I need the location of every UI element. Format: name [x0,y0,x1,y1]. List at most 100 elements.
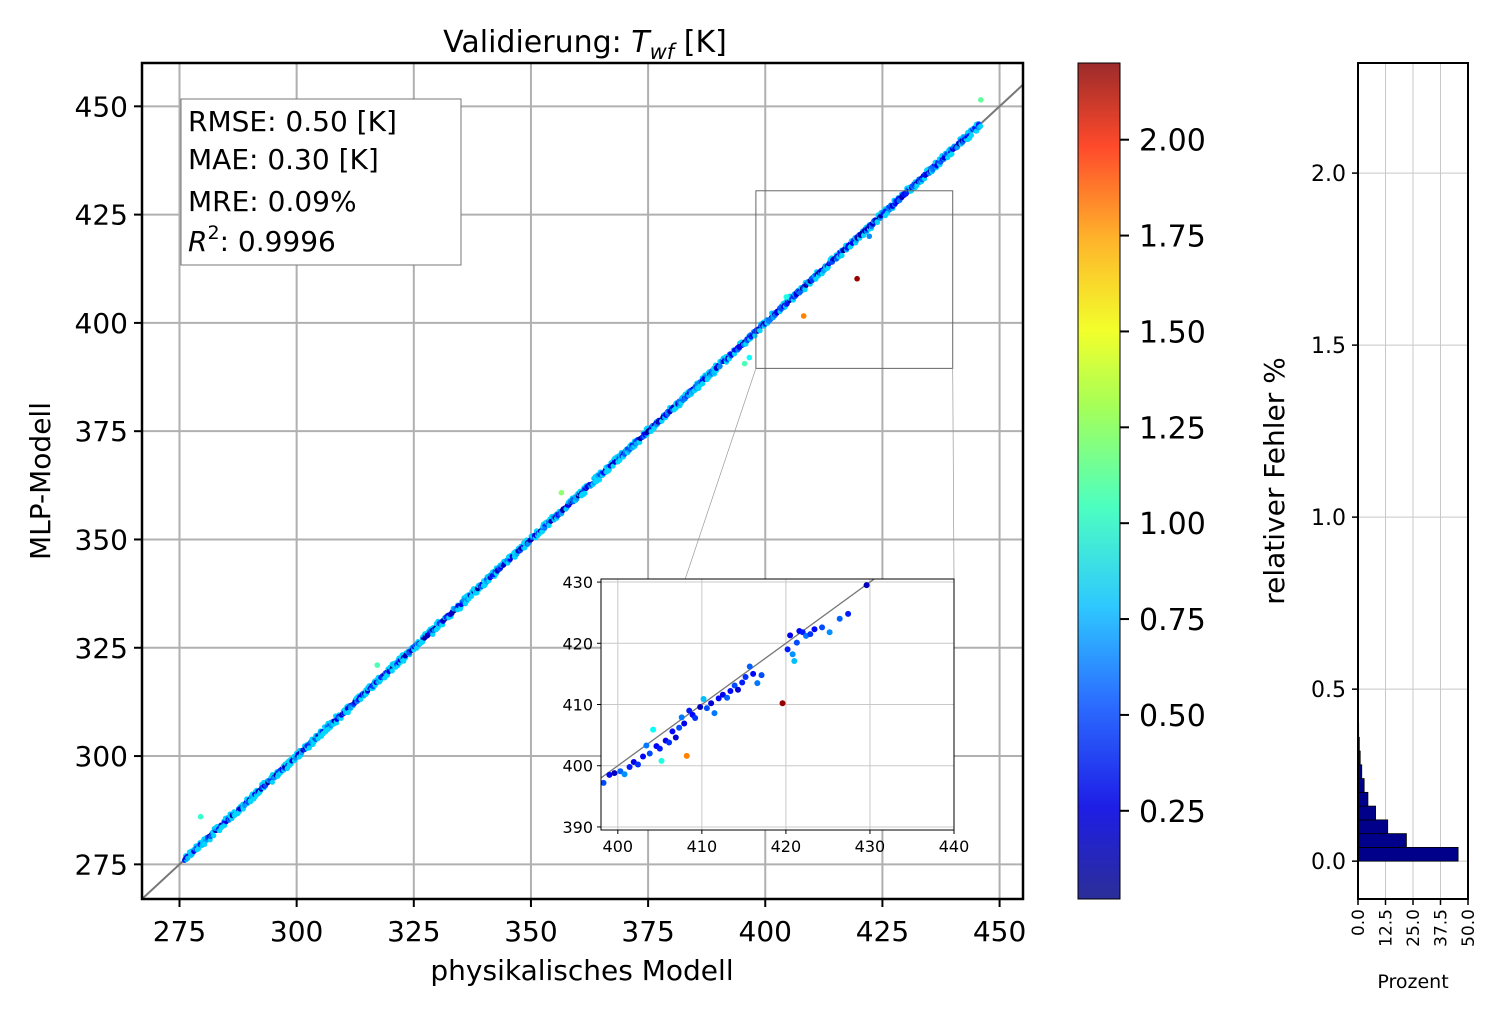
scatter-point [700,380,706,387]
inset-scatter-point [787,632,794,639]
inset-identity-line [601,579,876,779]
histogram-bar [1357,833,1407,848]
inset-scatter-point [789,651,796,658]
histogram-x-tick-label: 0.0 [1349,909,1369,936]
inset-grid [601,579,955,830]
scatter-point [596,477,603,483]
main-y-ticks: 275 300 325 350 375 400 425 450 [75,90,142,881]
inset-scatter-point [611,770,618,777]
histogram-x-tick-label: 12.5 [1377,909,1397,947]
outlier-point [197,813,204,820]
main-x-tick-label: 350 [504,915,557,948]
histogram-x-tick-label: 25.0 [1404,909,1424,947]
main-plot-frame [140,61,1025,901]
main-y-tick-label: 400 [75,307,128,340]
histogram-x-tick-label: 50.0 [1459,909,1479,947]
inset-scatter-point [724,694,731,701]
histogram-x-axis-label: Prozent [1377,971,1448,993]
inset-zoom-panel: 400 410 420 430 440 390 400 410 420 430 [562,573,969,856]
outlier-point [978,97,984,103]
scatter-point [617,457,623,463]
r2-exponent: 2 [207,222,219,244]
colorbar-tick-label: 0.25 [1139,795,1206,830]
inset-scatter-point [621,771,628,778]
inset-scatter-point [746,663,753,670]
connector-line [952,368,955,580]
inset-scatter-point [672,734,679,741]
inset-scatter-point [836,615,843,622]
scatter-point [968,132,975,138]
mae-label: MAE: 0.30 [K] [188,143,379,176]
inset-scatter-point [676,724,683,731]
colorbar-tick-label: 0.50 [1139,699,1206,734]
histogram-y-tick-label: 1.0 [1311,506,1346,531]
inset-scatter-point [606,771,613,778]
main-y-tick-label: 350 [75,523,128,556]
main-y-tick-label: 425 [75,199,128,232]
inset-scatter-point [715,695,722,702]
inset-scatter-point [750,670,757,677]
histogram-y-tick-label: 2.0 [1311,162,1346,187]
inset-scatter-point [669,728,676,735]
inset-scatter-point [758,672,765,679]
main-y-tick-label: 300 [75,740,128,773]
inset-scatter-point [711,710,718,717]
scatter-point [949,151,955,157]
inset-scatter-point [646,750,653,757]
histogram-y-ticks: 0.0 0.5 1.0 1.5 2.0 [1311,162,1358,875]
statistics-box-frame [180,98,462,266]
inset-scatter-point [754,680,761,687]
inset-y-ticks: 390 400 410 420 430 [562,573,601,837]
scatter-point [752,333,758,339]
scatter-point [546,522,552,529]
main-x-tick-label: 425 [856,915,909,948]
outlier-point [746,354,753,361]
main-y-tick-label: 375 [75,415,128,448]
inset-y-tick-label: 420 [562,634,593,653]
histogram-bar [1357,791,1369,807]
r2-symbol: R [188,225,207,258]
r2-value: : 0.9996 [220,225,336,258]
scatter-point [802,287,808,293]
inset-scatter-point [811,626,818,633]
inset-x-tick-label: 430 [855,837,886,856]
inset-scatter-point [656,745,663,752]
mre-label: MRE: 0.09% [188,185,357,218]
inset-scatter-point [697,703,704,710]
colorbar-tick-label: 1.75 [1139,220,1206,255]
inset-scatter-point [845,610,852,617]
colorbar-label: relativer Fehler % [1258,357,1291,605]
inset-scatter-point [643,742,650,749]
inset-scatter-point [700,695,707,702]
scatter-point [430,631,436,637]
scatter-point [861,232,867,238]
colorbar-tick-label: 0.75 [1139,603,1206,638]
colorbar-tick-label: 1.00 [1139,507,1206,542]
inset-scatter-point [708,700,715,707]
inset-scatter-point [666,739,673,746]
colorbar-tick-label: 2.00 [1139,124,1206,159]
outlier-point [783,294,790,300]
inset-x-ticks: 400 410 420 430 440 [603,830,969,856]
inset-scatter-points [601,582,870,786]
inset-scatter-point [683,752,690,759]
inset-scatter-point [640,753,647,760]
histogram-bar [1357,819,1389,835]
inset-scatter-point [826,629,833,636]
scatter-point [757,328,763,334]
main-scatter-panel: 275 300 325 350 375 400 425 450 275 300 325 350 375… [24,25,1026,987]
inset-y-tick-label: 410 [562,696,593,715]
rmse-label: RMSE: 0.50 [K] [188,105,397,138]
inset-scatter-point [819,624,826,631]
main-x-ticks: 275 300 325 350 375 400 425 450 [153,899,1026,948]
inset-x-tick-label: 410 [687,837,718,856]
inset-scatter-point [686,707,693,714]
inset-scatter-point [727,688,734,695]
colorbar: 0.25 0.50 0.75 1.00 1.25 1.50 1.75 2.00 relativ… [1077,62,1291,900]
error-histogram-panel: 0.0 12.5 25.0 37.5 50.0 0.0 0.5 1.0 1.5 2.0 Proz… [1311,62,1479,993]
histogram-y-tick-label: 1.5 [1311,334,1346,359]
colorbar-tick-label: 1.50 [1139,315,1206,350]
colorbar-ticks: 0.25 0.50 0.75 1.00 1.25 1.50 1.75 2.00 [1120,124,1206,830]
title-variable: T [631,25,652,60]
scatter-point [903,191,909,197]
